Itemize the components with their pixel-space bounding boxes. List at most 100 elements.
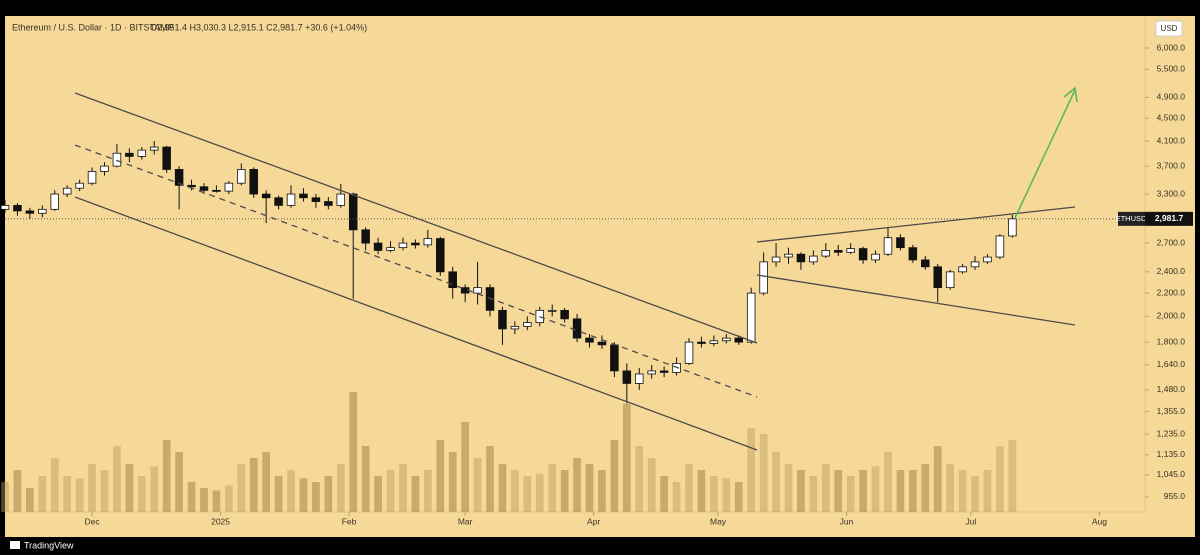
candle-body [38,208,47,214]
volume-bar [933,446,942,512]
y-tick-label: 1,135.0 [1157,449,1186,459]
candle-body [373,242,383,251]
volume-bar [399,464,407,512]
volume-bar [312,482,320,512]
volume-bar [511,470,519,512]
candle-body [498,309,507,330]
wedge-lower [756,274,1076,326]
x-tick-label: Dec [84,516,100,526]
x-tick-label: May [710,516,727,526]
volume-bar [361,446,370,512]
volume-bar [996,446,1004,512]
volume-bar [585,464,594,512]
volume-bar [747,428,756,512]
volume-bar [324,476,333,512]
candle-body [846,248,855,253]
candle-body [62,187,72,195]
y-tick-label: 2,000.0 [1157,311,1186,321]
volume-bar [100,470,109,512]
volume-bar [983,470,992,512]
volume-bar [884,452,892,512]
volume-bar [125,464,134,512]
volume-bar [224,485,233,512]
volume-bar [859,470,867,512]
brand-logo [10,541,20,549]
currency-box[interactable] [1155,20,1183,37]
volume-bar [473,458,482,512]
candle-body [970,261,980,268]
candle-body [871,253,880,261]
candle-body [286,193,296,206]
candle-body [610,344,619,372]
volume-bar [908,470,917,512]
footer-brand: TradingView [24,540,74,550]
candle-body [921,259,930,268]
x-tick-label: 2025 [211,516,230,526]
volume-bar [299,478,308,512]
x-tick-label: Apr [587,516,600,526]
volume-bar [374,476,382,512]
candle-body [572,318,582,339]
volume-bar [622,404,631,512]
candle-body [995,235,1005,258]
symbol-label: ETHUSD [1116,214,1147,223]
candle-body [883,237,893,255]
volume-bar [75,478,84,512]
candle-body [174,169,184,186]
candle-body [448,271,457,289]
x-tick-label: Aug [1092,516,1107,526]
volume-bar [821,464,830,512]
y-tick-label: 1,800.0 [1157,336,1186,346]
candle-body [87,171,97,184]
candle-body [324,201,333,206]
volume-bar [411,476,420,512]
symbol-tag [1118,211,1145,226]
candle-body [547,309,557,312]
candle-body [697,341,706,344]
candle-body [622,370,632,384]
x-tick-label: Jul [965,516,976,526]
volume-bar [436,440,445,512]
candle-body [908,247,918,261]
volume-bar [137,476,146,512]
volume-bar [535,473,544,512]
volume-bar [660,476,668,512]
x-tick-label: Feb [342,516,357,526]
x-tick-label: Mar [458,516,473,526]
volume-bar [834,470,843,512]
y-tick-label: 1,045.0 [1157,469,1186,479]
candle-body [896,237,905,249]
candle-body [100,165,109,172]
price-tag [1145,211,1193,226]
y-tick-label: 3,700.0 [1157,160,1186,170]
candle-body [933,266,942,289]
y-tick-label: 6,000.0 [1157,42,1186,52]
candle-body [722,337,731,342]
volume-bar [150,466,159,512]
volume-layer [1,392,1017,512]
volume-bar [50,458,59,512]
volume-bar [548,464,557,512]
footer-bar [0,537,1200,555]
y-tick-label: 2,400.0 [1157,266,1186,276]
candle-body [746,292,756,343]
candle-body [162,146,171,170]
volume-bar [610,440,619,512]
volume-bar [448,452,457,512]
y-tick-label: 1,480.0 [1157,384,1186,394]
candle-body [125,152,134,157]
candle-body [858,248,868,261]
channel-mid [74,144,758,398]
y-tick-label: 5,500.0 [1157,64,1186,74]
candle-body [771,256,781,263]
volume-bar [63,476,72,512]
volume-bar [523,476,532,512]
volume-bar [88,464,96,512]
volume-bar [212,490,221,512]
candle-body [684,341,694,364]
candle-body [809,255,818,263]
candle-body [75,182,84,189]
volume-bar [287,470,295,512]
